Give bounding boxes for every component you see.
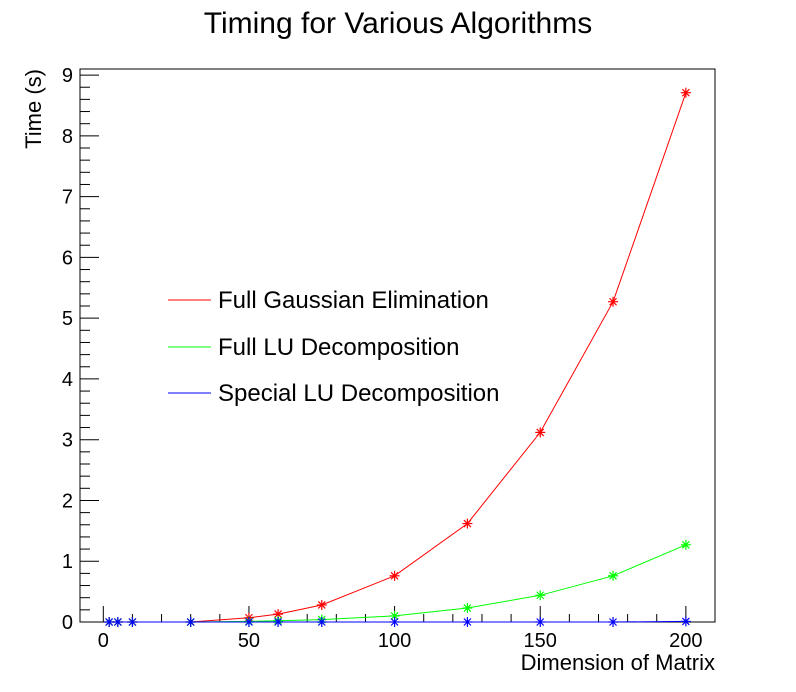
x-tick-label: 100 xyxy=(378,630,411,652)
x-tick-label: 50 xyxy=(238,630,260,652)
special-lu-decomposition-marker xyxy=(316,617,327,627)
legend-label: Full LU Decomposition xyxy=(218,334,459,361)
y-tick-label: 8 xyxy=(62,126,73,148)
y-tick-label: 0 xyxy=(62,612,73,634)
legend-label: Special LU Decomposition xyxy=(218,380,499,407)
x-tick-label: 200 xyxy=(669,630,702,652)
full-lu-decomposition-marker xyxy=(608,570,619,581)
full-gaussian-elimination-marker xyxy=(680,87,691,98)
y-tick-label: 3 xyxy=(62,430,73,452)
y-tick-label: 2 xyxy=(62,490,73,512)
special-lu-decomposition-marker xyxy=(608,617,619,627)
y-axis: 0 1 2 3 4 5 6 7 8 9 xyxy=(62,65,99,634)
special-lu-decomposition-marker xyxy=(273,617,284,627)
special-lu-decomposition-marker xyxy=(127,617,138,627)
special-lu-decomposition-marker xyxy=(104,617,115,627)
x-axis: 0 50 100 150 200 xyxy=(98,606,703,652)
special-lu-decomposition-marker xyxy=(243,617,254,627)
full-gaussian-elimination-marker xyxy=(389,570,400,581)
y-tick-label: 7 xyxy=(62,187,73,209)
full-lu-decomposition-line xyxy=(109,544,687,623)
y-tick-label: 1 xyxy=(62,551,73,573)
special-lu-decomposition-marker xyxy=(462,617,473,627)
legend-label: Full Gaussian Elimination xyxy=(218,287,489,314)
full-lu-decomposition-marker xyxy=(680,539,691,550)
special-lu-decomposition-marker xyxy=(112,617,123,627)
special-lu-decomposition-marker xyxy=(185,617,196,627)
y-axis-label: Time (s) xyxy=(21,69,46,149)
special-lu-decomposition-marker xyxy=(535,617,546,627)
series-layer xyxy=(104,87,691,627)
special-lu-decomposition-marker xyxy=(389,617,400,627)
special-lu-decomposition-marker xyxy=(680,616,691,627)
legend: Full Gaussian Elimination Full LU Decompo… xyxy=(168,287,499,407)
y-tick-label: 4 xyxy=(62,369,73,391)
y-tick-label: 6 xyxy=(62,247,73,269)
y-tick-label: 5 xyxy=(62,308,73,330)
full-gaussian-elimination-marker xyxy=(608,296,619,307)
x-tick-label: 0 xyxy=(98,630,109,652)
full-gaussian-elimination-marker xyxy=(462,518,473,529)
full-gaussian-elimination-marker xyxy=(535,427,546,438)
x-tick-label: 150 xyxy=(524,630,557,652)
full-lu-decomposition-marker xyxy=(462,603,473,614)
full-gaussian-elimination-marker xyxy=(316,599,327,610)
y-tick-label: 9 xyxy=(62,65,73,87)
full-lu-decomposition-marker xyxy=(535,590,546,601)
chart-title: Timing for Various Algorithms xyxy=(204,7,592,40)
x-axis-label: Dimension of Matrix xyxy=(521,650,715,675)
